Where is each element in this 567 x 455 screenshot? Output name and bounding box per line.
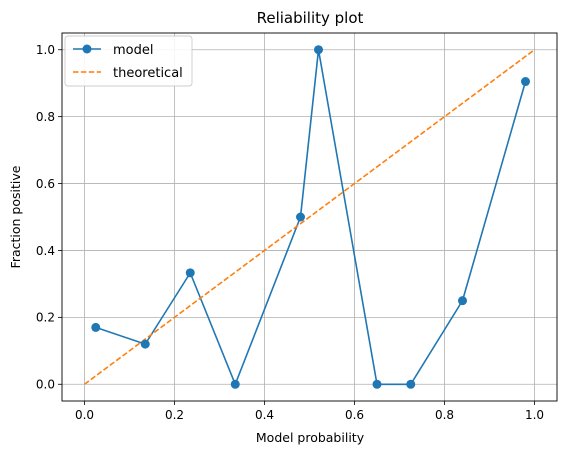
- chart-title: Reliability plot: [257, 9, 364, 27]
- y-tick-label: 1.0: [36, 43, 55, 57]
- data-point-model: [406, 380, 415, 389]
- data-point-model: [314, 45, 323, 54]
- x-tick-label: 0.2: [165, 408, 184, 422]
- y-tick-label: 0.8: [36, 110, 55, 124]
- y-tick-label: 0.2: [36, 311, 55, 325]
- data-point-model: [521, 77, 530, 86]
- data-point-model: [458, 296, 467, 305]
- y-tick-label: 0.4: [36, 244, 55, 258]
- legend: model theoretical: [65, 36, 192, 86]
- x-tick-label: 0.8: [435, 408, 454, 422]
- data-point-model: [296, 213, 305, 222]
- x-axis-label: Model probability: [256, 430, 365, 445]
- data-point-model: [231, 380, 240, 389]
- x-tick-label: 0.6: [345, 408, 364, 422]
- data-point-model: [186, 268, 195, 277]
- data-point-model: [141, 340, 150, 349]
- x-tick-label: 0.0: [75, 408, 94, 422]
- x-tick-label: 0.4: [255, 408, 274, 422]
- x-tick-label: 1.0: [525, 408, 544, 422]
- y-tick-label: 0.0: [36, 378, 55, 392]
- legend-theoretical-label: theoretical: [113, 66, 183, 81]
- data-point-model: [373, 380, 382, 389]
- legend-model-label: model: [113, 43, 153, 58]
- y-tick-label: 0.6: [36, 177, 55, 191]
- data-point-model: [91, 323, 100, 332]
- y-axis-label: Fraction positive: [8, 165, 23, 268]
- legend-model-marker: [83, 45, 92, 54]
